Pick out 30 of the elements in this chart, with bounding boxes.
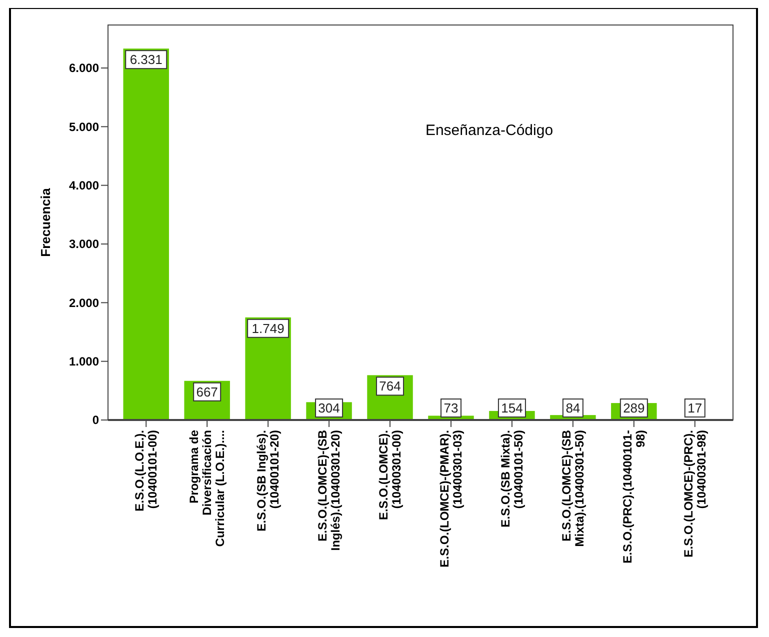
y-tick-label: 5.000 <box>68 120 100 134</box>
y-tick-label: 3.000 <box>68 237 100 252</box>
data-label: 764 <box>379 378 401 394</box>
y-tick-label: 2.000 <box>68 296 100 310</box>
x-tick-label: E.S.O.(LOMCE). (10400301-00) <box>376 430 404 520</box>
data-label: 84 <box>566 400 580 416</box>
x-tick-label: E.S.O.(PRC).(10400101- 98) <box>620 430 648 564</box>
data-label: 154 <box>501 400 523 416</box>
x-tick-label: Programa de Diversificación Curricular (L.O.E.).... <box>187 430 228 547</box>
data-label: 289 <box>623 400 645 416</box>
x-tick-label: E.S.O.(LOMCE)-(PRC). (10400301-98) <box>681 430 708 558</box>
data-label: 6.331 <box>130 52 162 68</box>
x-tick-label: E.S.O.(LOMCE)-(SB Inglés).(10400301-20) <box>316 430 343 551</box>
y-tick-label: 0 <box>92 413 100 428</box>
data-label: 1.749 <box>252 320 284 336</box>
y-tick-label: 4.000 <box>68 178 100 193</box>
data-label: 73 <box>444 400 458 416</box>
x-tick-label: E.S.O.(L.O.E.). (10400101-00) <box>132 430 160 512</box>
x-tick-label: E.S.O.(LOMCE)-(SB Mixta).(10400301-50) <box>559 430 586 547</box>
data-label: 304 <box>318 400 340 416</box>
x-tick-label: E.S.O.(SB Inglés). (10400101-20) <box>254 430 282 532</box>
x-tick-label: E.S.O.(LOMCE)-(PMAR). (10400301-03) <box>437 430 464 568</box>
bar <box>123 48 169 420</box>
text: Enseñanza-Código <box>425 122 554 139</box>
y-axis-title: Frecuencia <box>38 187 53 257</box>
data-label: 667 <box>196 384 218 400</box>
data-label: 17 <box>688 400 702 416</box>
y-tick-label: 6.000 <box>68 61 100 76</box>
y-tick-label: 1.000 <box>68 354 100 369</box>
x-tick-label: E.S.O.(SB Mixta). (10400101-50) <box>498 430 526 528</box>
